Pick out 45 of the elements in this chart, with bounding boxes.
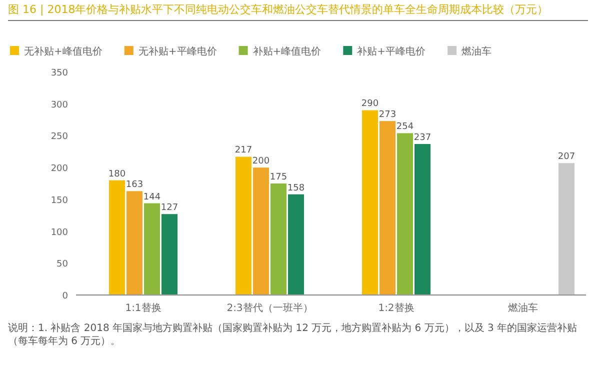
data-label: 254 <box>396 122 414 132</box>
data-label: 175 <box>270 172 288 182</box>
data-label: 163 <box>126 180 144 190</box>
data-label: 217 <box>234 146 252 156</box>
data-label: 273 <box>378 110 396 120</box>
bar <box>288 194 304 295</box>
y-tick-label: 100 <box>50 228 68 238</box>
x-tick-label: 燃油车 <box>508 302 538 314</box>
bar <box>380 121 396 295</box>
bar <box>236 156 252 295</box>
x-tick-label: 1:1替换 <box>125 302 162 314</box>
x-tick-label: 1:2替换 <box>378 302 414 314</box>
legend-label: 无补贴+峰值电价 <box>24 46 102 58</box>
bar <box>253 168 269 295</box>
data-label: 207 <box>558 152 576 162</box>
bar <box>109 180 125 295</box>
note: 说明：1. 补贴含 2018 年国家与地方购置补贴（国家购置补贴为 12 万元，地方购置补贴为 6 万元），以及 3 年的国家运营补贴（每车每年为 6 万元）。 <box>8 322 578 348</box>
title: 图 16 | 2018年价格与补贴水平下不同纯电动公交车和燃油公交车替代情景的单车全生命周期成本比较（万元） <box>8 3 588 21</box>
y-tick-label: 50 <box>56 260 68 270</box>
bar <box>558 163 574 295</box>
bar <box>397 133 413 295</box>
legend-label: 燃油车 <box>462 46 492 58</box>
y-tick-label: 200 <box>50 164 68 174</box>
y-tick-label: 300 <box>50 100 68 110</box>
data-label: 237 <box>414 132 432 143</box>
y-tick-label: 350 <box>50 68 68 78</box>
bar <box>126 191 142 295</box>
data-label: 127 <box>160 203 178 214</box>
bar <box>270 184 286 295</box>
y-tick-label: 150 <box>50 196 68 206</box>
data-label: 158 <box>287 183 305 194</box>
bar <box>144 203 160 295</box>
data-label: 200 <box>252 156 270 167</box>
legend-label: 补贴+平峰电价 <box>357 46 426 58</box>
y-tick-label: 250 <box>50 132 68 142</box>
bar <box>362 110 378 295</box>
data-label: 290 <box>361 99 379 110</box>
data-label: 144 <box>143 192 161 202</box>
data-label: 180 <box>108 169 126 180</box>
y-tick-label: 0 <box>62 292 68 302</box>
legend-label: 补贴+峰值电价 <box>252 46 322 58</box>
legend-label: 无补贴+平峰电价 <box>138 46 217 58</box>
x-tick-label: 2:3替代（一班半） <box>226 302 313 314</box>
bar <box>162 214 178 295</box>
bar <box>414 144 430 295</box>
